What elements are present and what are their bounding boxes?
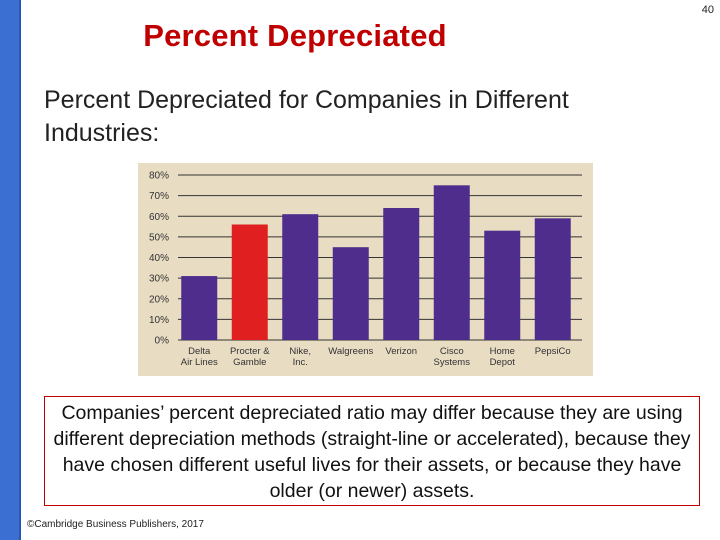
y-tick-label: 30% bbox=[149, 274, 169, 285]
explanation-callout: Companies’ percent depreciated ratio may… bbox=[44, 396, 700, 506]
y-tick-label: 20% bbox=[149, 294, 169, 305]
y-tick-label: 70% bbox=[149, 191, 169, 202]
slide-subtitle: Percent Depreciated for Companies in Dif… bbox=[44, 86, 569, 147]
bar bbox=[484, 230, 521, 340]
bar bbox=[181, 276, 218, 340]
copyright-footer: ©Cambridge Business Publishers, 2017 bbox=[27, 519, 204, 530]
x-tick-label: Procter & Gamble bbox=[230, 346, 270, 368]
bar bbox=[282, 214, 319, 340]
slide-title: Percent Depreciated bbox=[0, 18, 720, 54]
x-tick-label: Walgreens bbox=[328, 346, 373, 357]
slide-title-text: Percent Depreciated bbox=[143, 18, 447, 53]
slide-number: 40 bbox=[701, 4, 714, 16]
bar-chart: 0% 10% 20% 30% 40% 50% 60% 70% 80% Delta Air Lines… bbox=[138, 163, 593, 376]
x-tick-label: Delta Air Lines bbox=[181, 346, 218, 368]
bar-chart-svg: 0% 10% 20% 30% 40% 50% 60% 70% 80% Delta Air Lines… bbox=[149, 171, 582, 368]
y-tick-label: 60% bbox=[149, 212, 169, 223]
bar bbox=[383, 208, 420, 340]
x-tick-label: Cisco Systems bbox=[434, 346, 471, 368]
y-tick-label: 80% bbox=[149, 171, 169, 182]
y-tick-label: 10% bbox=[149, 315, 169, 326]
left-accent-bar bbox=[0, 0, 21, 540]
x-tick-label: PepsiCo bbox=[535, 346, 571, 357]
bar bbox=[433, 185, 470, 340]
bar bbox=[534, 218, 571, 340]
bar bbox=[332, 247, 369, 340]
y-tick-label: 0% bbox=[155, 336, 170, 347]
y-tick-label: 50% bbox=[149, 232, 169, 243]
x-tick-label: Verizon bbox=[385, 346, 417, 357]
x-tick-label: Home Depot bbox=[490, 346, 516, 368]
bar bbox=[231, 224, 268, 340]
x-tick-label: Nike, Inc. bbox=[289, 346, 311, 368]
y-tick-label: 40% bbox=[149, 253, 169, 264]
